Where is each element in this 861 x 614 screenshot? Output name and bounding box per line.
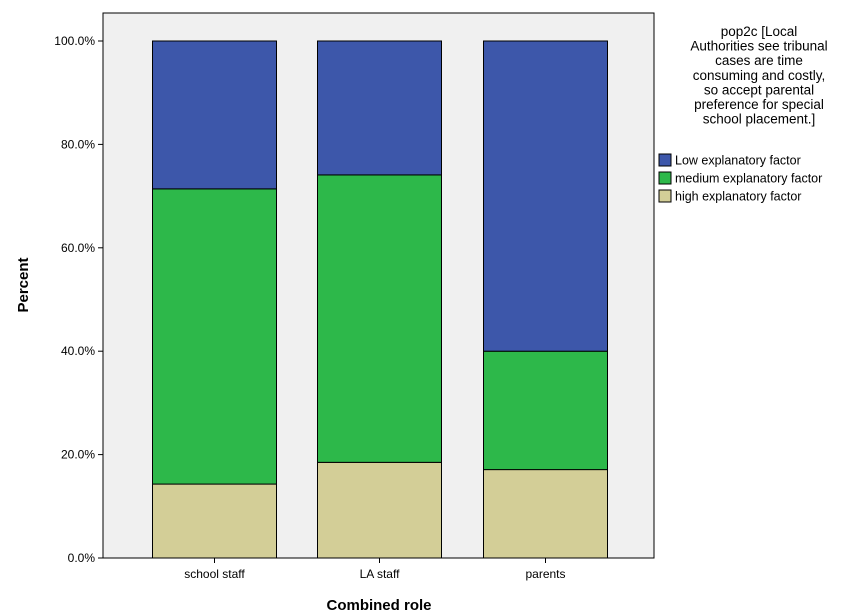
legend-title-line: preference for special [694,97,824,112]
y-tick-label: 80.0% [61,137,95,151]
legend-swatch [658,171,672,185]
y-tick-label: 100.0% [54,34,95,48]
y-tick-label: 20.0% [61,448,95,462]
bars-layer [152,40,608,559]
bar-school-staff-series-1 [152,188,277,485]
y-axis: 0.0% 20.0% 40.0% 60.0% 80.0% 100.0% [54,34,103,565]
bar-la-staff-series-1 [317,174,442,463]
legend-title-line: so accept parental [704,82,814,97]
legend-title-line: Authorities see tribunal [690,39,827,54]
y-tick-label: 0.0% [68,551,96,565]
legend-entry-label: medium explanatory factor [675,172,822,186]
x-axis: school staff LA staff parents [184,558,566,581]
y-tick-label: 60.0% [61,241,95,255]
x-tick-label: parents [525,567,565,581]
bar-parents-series-2 [483,40,608,352]
y-axis-title: Percent [15,257,32,312]
legend-title-line: consuming and costly, [693,68,826,83]
y-tick-label: 40.0% [61,344,95,358]
x-tick-label: school staff [184,567,245,581]
x-tick-label: LA staff [360,567,400,581]
bar-parents-series-1 [483,350,608,471]
bar-la-staff-series-2 [317,40,442,176]
bar-school-staff-series-2 [152,40,277,190]
bar-school-staff-series-0 [152,483,277,559]
legend-entry-label: high explanatory factor [675,190,801,204]
legend-title-line: school placement.] [703,112,816,127]
bar-parents-series-0 [483,469,608,559]
legend-swatch [658,153,672,167]
bar-la-staff-series-0 [317,461,442,559]
legend-entry-label: Low explanatory factor [675,154,801,168]
legend-swatch [658,189,672,203]
legend-title-line: pop2c [Local [721,24,798,39]
legend-title-line: cases are time [715,53,803,68]
x-axis-title: Combined role [326,597,431,614]
